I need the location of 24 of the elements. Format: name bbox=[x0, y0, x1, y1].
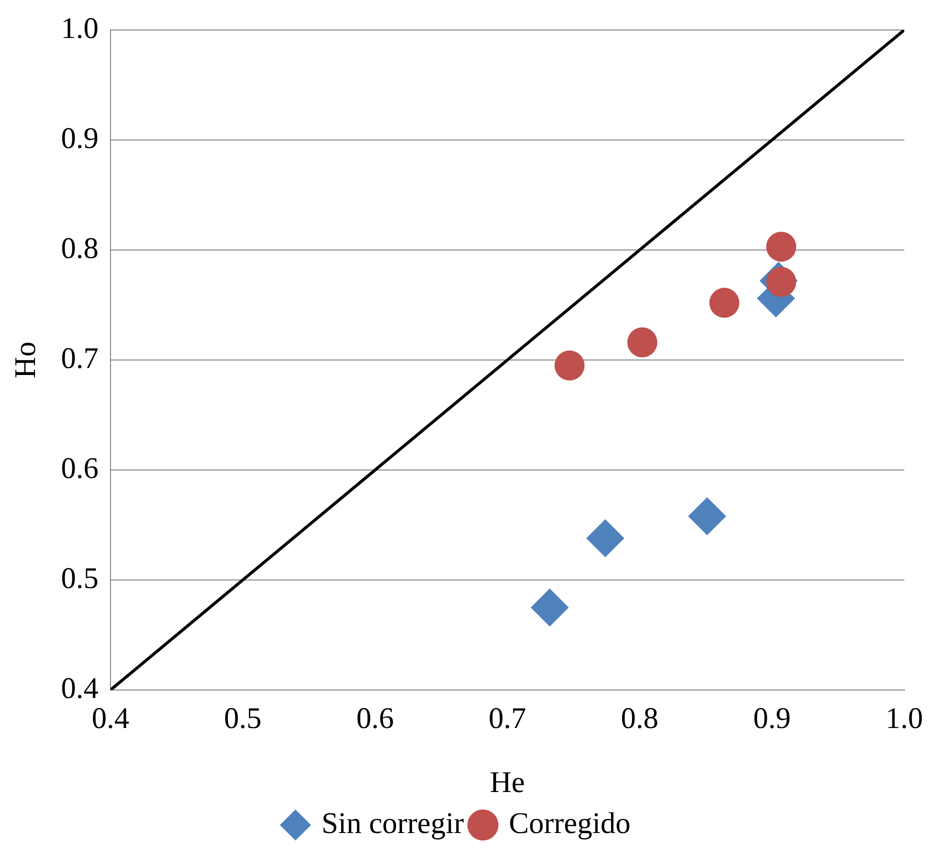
x-tick-label: 0.5 bbox=[224, 702, 262, 735]
legend-label: Corregido bbox=[508, 806, 631, 840]
point bbox=[627, 327, 658, 358]
x-tick-label: 0.7 bbox=[488, 702, 526, 735]
y-tick-label: 1.0 bbox=[61, 12, 98, 45]
point bbox=[554, 350, 585, 380]
y-tick-label: 0.5 bbox=[61, 562, 98, 595]
x-axis-title: He bbox=[490, 766, 525, 799]
y-tick-label: 0.7 bbox=[61, 342, 98, 375]
y-tick-label: 0.6 bbox=[61, 452, 98, 485]
legend-label: Sin corregir bbox=[321, 806, 464, 840]
y-axis-title: Ho bbox=[8, 342, 42, 378]
y-tick-label: 0.8 bbox=[61, 232, 98, 265]
point bbox=[766, 232, 796, 262]
point bbox=[688, 497, 726, 536]
x-tick-label: 0.8 bbox=[620, 702, 658, 735]
point bbox=[766, 266, 796, 297]
x-tick-label: 0.9 bbox=[753, 702, 791, 735]
y-tick-label: 0.9 bbox=[61, 122, 98, 155]
point bbox=[709, 288, 740, 318]
point bbox=[586, 519, 624, 558]
point bbox=[530, 588, 569, 626]
x-tick-label: 1.0 bbox=[886, 702, 923, 735]
x-tick-label: 0.6 bbox=[356, 702, 394, 735]
